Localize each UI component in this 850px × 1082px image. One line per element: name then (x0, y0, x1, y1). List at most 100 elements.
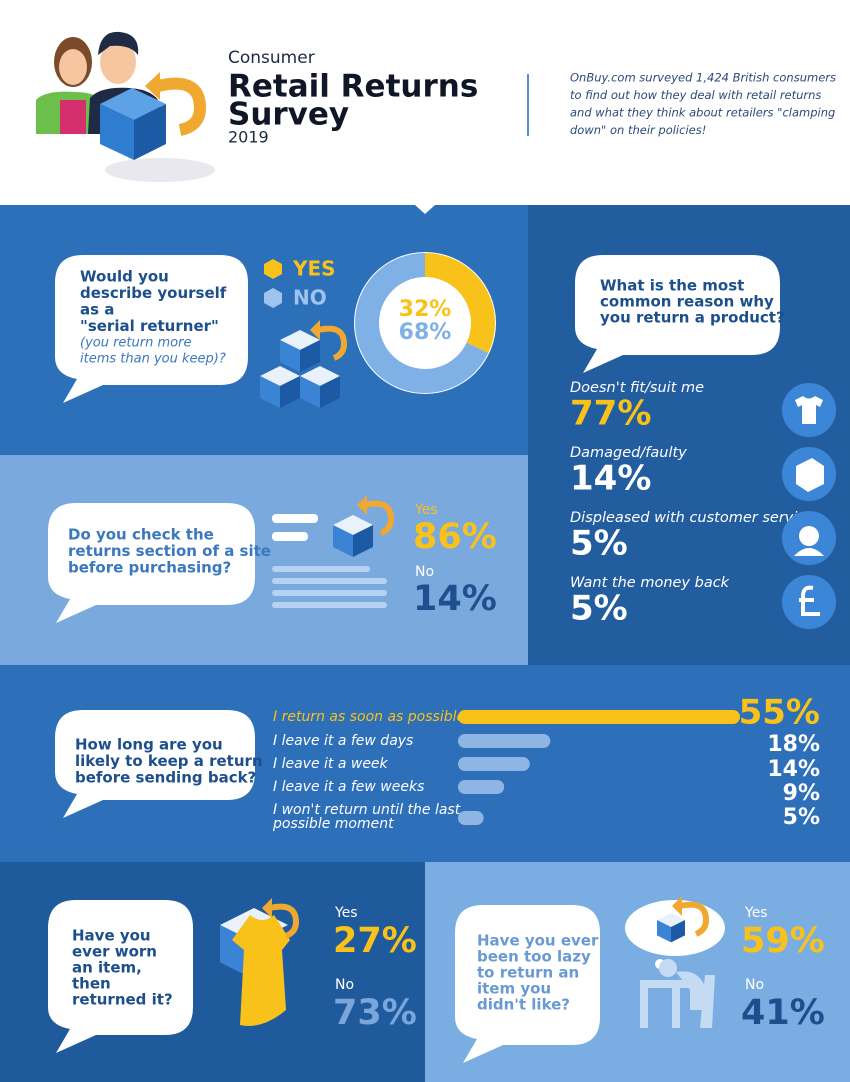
question: then (72, 975, 111, 993)
duration-bar (458, 757, 530, 771)
duration-label: I leave it a few weeks (273, 779, 424, 795)
question-note: (you return more (80, 336, 191, 351)
reason-label: Want the money back (570, 575, 730, 591)
return-arrow (317, 325, 348, 361)
duration-bar (458, 811, 484, 825)
question: as a (80, 301, 114, 319)
header-illustration (36, 31, 215, 182)
legend-label: NO (293, 286, 327, 310)
answer-label: No (335, 977, 354, 993)
speech-bubble (455, 905, 600, 1063)
legend-label: YES (292, 257, 336, 281)
question: an item, (72, 959, 142, 977)
answer-label: No (745, 977, 764, 993)
question: before sending back? (75, 769, 256, 787)
reason-value: 14% (570, 459, 651, 499)
question: before purchasing? (68, 559, 231, 577)
intro: to find out how they deal with retail re… (570, 88, 821, 102)
cube-icon (671, 920, 685, 943)
duration-bar (458, 710, 740, 724)
sleeping-person (659, 959, 677, 977)
question: "serial returner" (80, 317, 219, 335)
speech-bubble (575, 255, 780, 373)
return-arrow (672, 896, 682, 916)
reason-icon-glyph (794, 526, 824, 556)
duration-bar (458, 780, 505, 794)
question: likely to keep a return (75, 752, 263, 770)
reason-icon-glyph (795, 396, 823, 424)
kicker: Consumer (228, 48, 315, 68)
question: common reason why (600, 293, 774, 311)
cube-icon (657, 920, 671, 943)
reason-label: Doesn't fit/suit me (570, 380, 704, 396)
answer-value: 73% (333, 993, 417, 1033)
reason-icon-glyph (796, 458, 824, 492)
question: What is the most (600, 277, 744, 295)
page-illustration (272, 602, 387, 608)
answer-label: No (415, 564, 434, 580)
answer-label: Yes (334, 905, 358, 921)
return-arrow (364, 500, 395, 536)
question: Would you (80, 268, 169, 286)
answer-value: 27% (333, 921, 417, 961)
question: you return a product? (600, 309, 785, 327)
question: to return an (477, 964, 579, 982)
reason-icon-glyph (799, 585, 820, 616)
cube-icon (280, 376, 300, 408)
reason-label: Damaged/faulty (570, 445, 687, 461)
question: Have you ever (477, 932, 599, 950)
legend-swatch (264, 288, 282, 308)
duration-label: I return as soon as possible (273, 709, 465, 725)
question: Have you (72, 927, 151, 945)
answer-value: 86% (413, 517, 497, 557)
page-illustration (272, 578, 387, 584)
reason-label: Displeased with customer service (570, 510, 814, 526)
title: Survey (228, 97, 349, 133)
donut-segment (355, 253, 495, 393)
answer-label: Yes (414, 502, 438, 518)
duration-label: I leave it a few days (273, 733, 413, 749)
return-arrow (269, 903, 300, 939)
sleeping-person (640, 975, 715, 1028)
question: How long are you (75, 736, 223, 754)
cube-icon (320, 376, 340, 408)
answer-value: 14% (413, 579, 497, 619)
speech-bubble (55, 710, 255, 818)
question: returned it? (72, 991, 173, 1009)
speech-bubble (55, 255, 248, 403)
return-arrow (357, 495, 367, 515)
return-arrow (310, 320, 320, 340)
answer-label: Yes (744, 905, 768, 921)
cube-icon (300, 376, 320, 408)
sleeping-person (676, 971, 706, 1010)
donut-label: 68% (399, 320, 452, 345)
cube-icon (333, 525, 353, 557)
reason-value: 5% (570, 524, 628, 564)
reason-value: 77% (570, 394, 651, 434)
pointer (415, 205, 435, 214)
donut-label: 32% (399, 297, 452, 322)
question: ever worn (72, 943, 157, 961)
duration-value: 9% (783, 781, 820, 806)
dress-illustration (232, 915, 290, 1026)
question: Do you check the (68, 526, 214, 544)
duration-label: I leave it a week (273, 756, 389, 772)
cube-icon (353, 525, 373, 557)
page-illustration (272, 566, 370, 572)
intro: and what they think about retailers "cla… (570, 106, 835, 120)
cube-icon (260, 376, 280, 408)
duration-value: 5% (783, 805, 820, 830)
return-arrow (262, 898, 272, 918)
question: item you (477, 980, 551, 998)
legend-swatch (264, 259, 282, 279)
duration-value: 18% (767, 732, 820, 757)
question: describe yourself (80, 284, 227, 302)
duration-value: 14% (767, 757, 820, 782)
question: returns section of a site (68, 542, 271, 560)
duration-bar (458, 734, 551, 748)
intro: OnBuy.com surveyed 1,424 British consume… (570, 71, 836, 85)
question-note: items than you keep)? (80, 352, 226, 367)
speech-bubble (48, 503, 255, 623)
answer-value: 41% (741, 993, 825, 1033)
page-illustration (272, 514, 318, 523)
